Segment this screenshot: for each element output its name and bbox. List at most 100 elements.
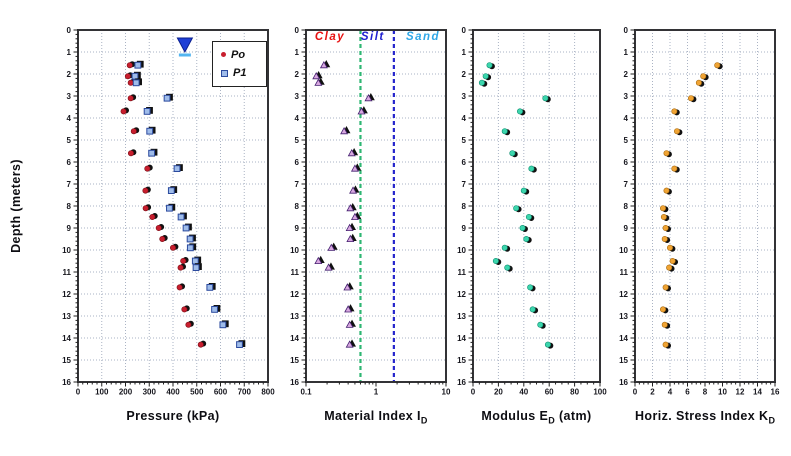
data-point	[350, 164, 359, 172]
data-point	[345, 340, 354, 348]
data-point	[669, 257, 676, 264]
legend-label-p1: P1	[233, 67, 247, 80]
data-point	[345, 320, 354, 328]
svg-text:13: 13	[457, 312, 466, 321]
data-point	[319, 60, 328, 69]
data-point	[176, 284, 183, 291]
data-point	[501, 128, 508, 135]
data-point	[132, 79, 140, 87]
data-point	[134, 61, 142, 69]
svg-text:3: 3	[295, 92, 300, 101]
series-ed	[478, 62, 554, 349]
svg-text:7: 7	[67, 180, 72, 189]
svg-text:0: 0	[624, 26, 629, 35]
svg-text:10: 10	[62, 246, 71, 255]
data-point	[662, 225, 669, 232]
svg-text:1: 1	[624, 48, 629, 57]
svg-text:3: 3	[67, 92, 72, 101]
svg-text:10: 10	[619, 246, 628, 255]
panel-pressure: 0 100 200 300 400 500 600 700 800012345678910111…	[62, 26, 275, 397]
legend-box: Po P1	[212, 41, 267, 87]
data-point	[687, 95, 694, 102]
svg-text:15: 15	[290, 356, 299, 365]
data-point	[364, 93, 373, 102]
svg-text:12: 12	[62, 290, 71, 299]
data-point	[186, 235, 194, 243]
svg-text:1: 1	[67, 48, 72, 57]
svg-text:11: 11	[620, 268, 629, 277]
svg-text:13: 13	[290, 312, 299, 321]
data-point	[120, 108, 127, 115]
svg-text:14: 14	[619, 334, 628, 343]
svg-text:6: 6	[295, 158, 300, 167]
data-point	[127, 95, 134, 102]
data-point	[700, 73, 707, 80]
data-point	[661, 236, 668, 243]
svg-text:11: 11	[458, 268, 467, 277]
svg-text:300: 300	[143, 388, 157, 397]
data-point	[327, 243, 336, 251]
svg-text:14: 14	[457, 334, 466, 343]
axis-ticks	[630, 29, 776, 387]
data-point	[181, 306, 188, 313]
data-point	[177, 264, 184, 271]
data-point	[509, 150, 516, 157]
svg-text:8: 8	[67, 202, 72, 211]
data-point	[346, 203, 355, 212]
svg-text:10: 10	[442, 388, 451, 397]
svg-text:8: 8	[295, 202, 300, 211]
data-point	[671, 165, 678, 172]
svg-text:13: 13	[619, 312, 628, 321]
svg-text:15: 15	[619, 356, 628, 365]
data-point	[501, 244, 508, 251]
data-point	[350, 212, 359, 221]
data-point	[343, 283, 352, 291]
data-point	[673, 128, 680, 135]
svg-text:4: 4	[462, 114, 467, 123]
svg-text:40: 40	[519, 388, 528, 397]
x-axis-title-modulus: Modulus ED (atm)	[473, 409, 600, 426]
svg-text:800: 800	[261, 388, 275, 397]
data-point	[527, 284, 534, 291]
data-point	[166, 204, 173, 212]
data-point	[191, 257, 199, 265]
svg-text:9: 9	[462, 224, 467, 233]
svg-text:2: 2	[650, 388, 655, 397]
data-point	[130, 128, 137, 135]
data-point	[185, 321, 192, 328]
svg-text:16: 16	[771, 388, 780, 397]
svg-text:80: 80	[570, 388, 579, 397]
data-point	[478, 79, 485, 86]
svg-text:5: 5	[295, 136, 300, 145]
svg-text:1: 1	[462, 48, 467, 57]
axis-ticks	[468, 29, 601, 387]
svg-text:6: 6	[462, 158, 467, 167]
data-point	[659, 205, 666, 212]
svg-text:600: 600	[214, 388, 228, 397]
svg-text:9: 9	[67, 224, 72, 233]
svg-text:12: 12	[457, 290, 466, 299]
data-point	[146, 127, 154, 135]
svg-text:0: 0	[295, 26, 300, 35]
data-point	[206, 284, 214, 291]
grid	[473, 30, 600, 382]
svg-text:100: 100	[95, 388, 109, 397]
zone-label-clay: Clay	[314, 31, 346, 43]
legend-item-p0: Po	[221, 49, 266, 61]
data-point	[542, 95, 549, 102]
data-point	[528, 165, 535, 172]
svg-text:16: 16	[62, 378, 71, 387]
axis-ticks	[73, 29, 269, 387]
svg-text:12: 12	[736, 388, 745, 397]
data-point	[345, 223, 354, 232]
data-point	[661, 321, 668, 328]
data-point	[324, 263, 333, 271]
grid	[306, 51, 446, 361]
data-point	[149, 214, 156, 221]
data-point	[159, 236, 166, 243]
svg-text:10: 10	[457, 246, 466, 255]
